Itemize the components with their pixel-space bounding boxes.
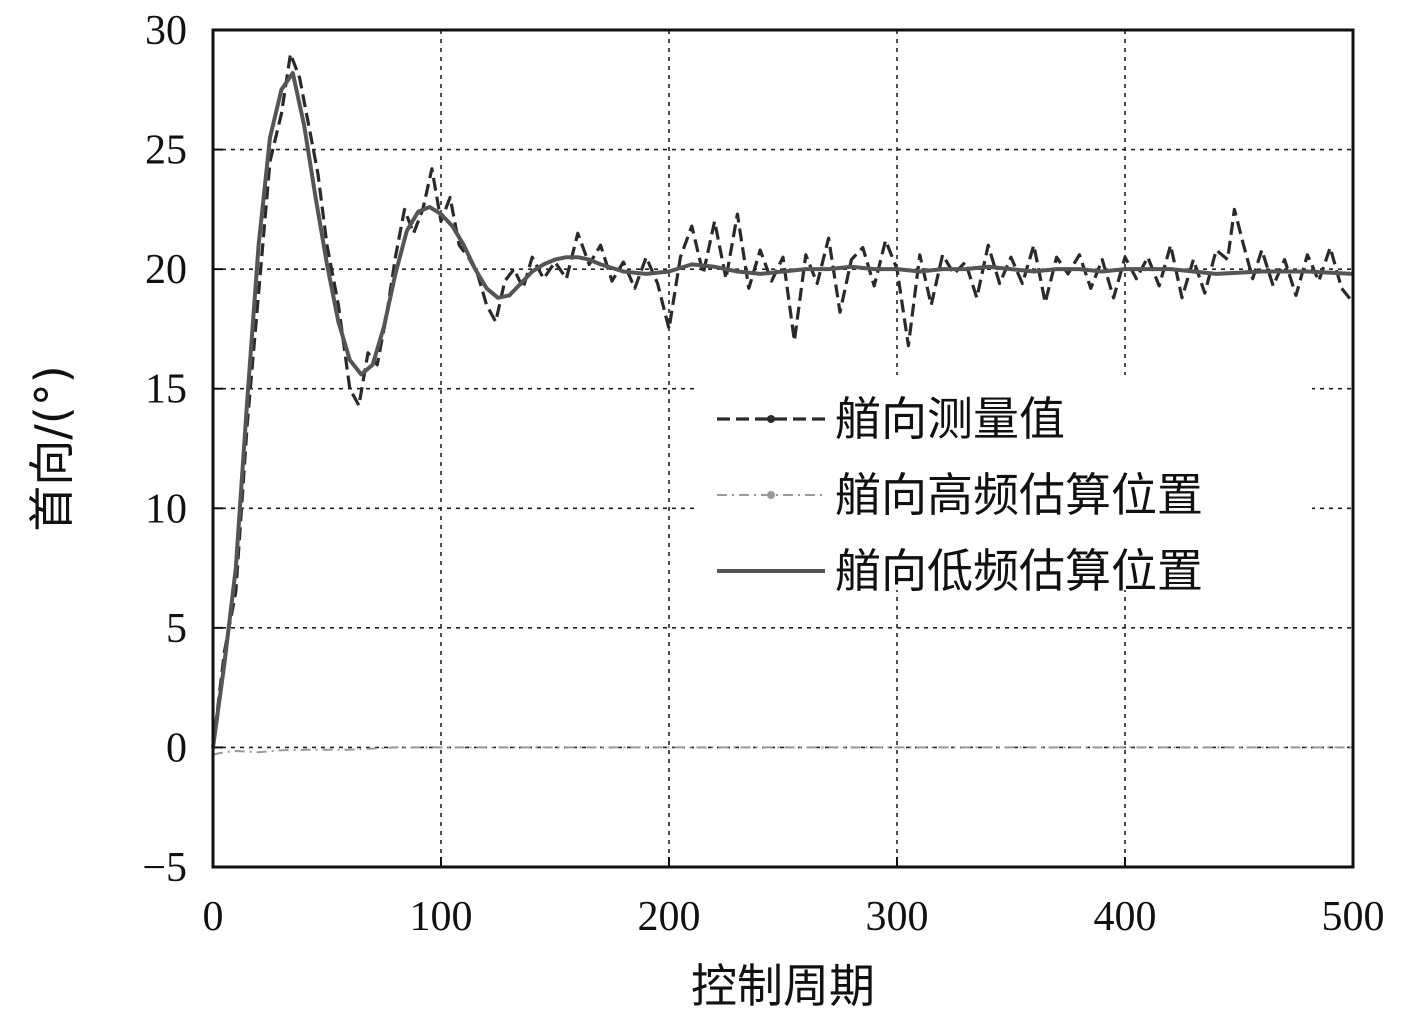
y-tick-label: 25 <box>145 128 187 174</box>
y-axis-title: 首向/(°) <box>25 365 79 531</box>
legend-label: 艏向高频估算位置 <box>835 468 1203 522</box>
y-tick-label: 5 <box>166 606 187 652</box>
series-line-0 <box>211 52 1355 748</box>
x-tick-label: 0 <box>203 894 224 940</box>
plot-frame <box>211 28 1355 869</box>
y-tick-label: 0 <box>166 725 187 771</box>
y-tick-label: 20 <box>145 247 187 293</box>
y-tick-label: −5 <box>142 845 187 891</box>
series-line-2 <box>211 71 1354 748</box>
legend-marker <box>767 415 775 423</box>
legend-label: 艏向低频估算位置 <box>835 544 1203 598</box>
x-tick-label: 100 <box>410 894 473 940</box>
plot-series <box>211 52 1355 756</box>
x-tick-label: 200 <box>638 894 701 940</box>
x-tick-label: 400 <box>1094 894 1157 940</box>
axis-ticks: 0 100 200 300 400 500 −5 0 5 10 15 20 25 30 <box>142 8 1384 940</box>
legend-label: 艏向测量值 <box>835 392 1065 446</box>
x-tick-label: 500 <box>1322 894 1385 940</box>
series-line-1 <box>212 746 1353 756</box>
legend-marker <box>767 491 775 499</box>
x-tick-label: 300 <box>866 894 929 940</box>
legend-background <box>697 375 1312 590</box>
y-tick-label: 10 <box>145 486 187 532</box>
x-axis-title: 控制周期 <box>691 959 875 1013</box>
y-tick-label: 30 <box>145 8 187 54</box>
y-tick-label: 15 <box>145 367 187 413</box>
